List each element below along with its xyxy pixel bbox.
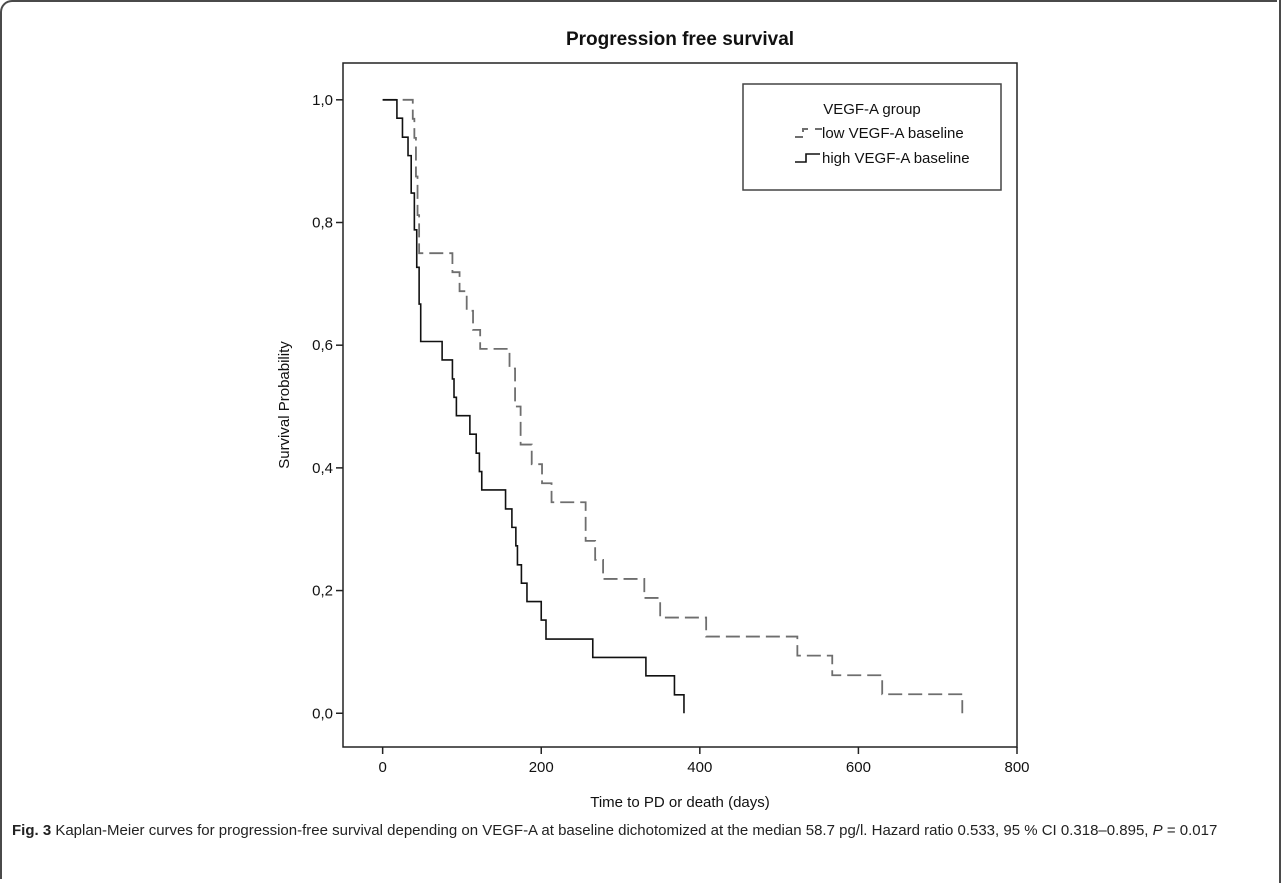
- y-tick-label: 1,0: [312, 92, 333, 109]
- caption-text-2: = 0.017: [1162, 822, 1218, 839]
- legend-box: [742, 83, 1002, 191]
- legend-label-low: low VEGF-A baseline: [822, 125, 964, 142]
- y-axis-label: Survival Probability: [276, 341, 293, 469]
- legend-swatch-high: [795, 153, 820, 163]
- x-axis-label: Time to PD or death (days): [590, 794, 770, 811]
- kaplan-meier-chart: Progression free survival 0,00,20,40,60,…: [276, 29, 1030, 811]
- x-tick-label: 0: [378, 759, 386, 776]
- series-low-vegf-curve: [382, 98, 964, 714]
- plot-area: [342, 62, 1018, 748]
- x-tick-label: 400: [687, 759, 712, 776]
- legend: VEGF-A group low VEGF-A baseline high VE…: [742, 83, 1002, 191]
- figure-caption: Fig. 3 Kaplan-Meier curves for progressi…: [12, 820, 1267, 842]
- y-tick-label: 0,8: [312, 214, 333, 231]
- series-high-vegf-curve: [382, 99, 685, 714]
- survival-curves: [382, 98, 964, 714]
- chart-title: Progression free survival: [566, 29, 794, 50]
- x-tick-label: 200: [529, 759, 554, 776]
- legend-swatch-low: [795, 128, 822, 138]
- caption-label: Fig. 3: [12, 822, 52, 839]
- x-tick-label: 600: [846, 759, 871, 776]
- y-tick-label: 0,4: [312, 460, 333, 477]
- x-tick-label: 800: [1004, 759, 1029, 776]
- caption-text-1: Kaplan-Meier curves for progression-free…: [51, 822, 1153, 839]
- caption-p-symbol: P: [1152, 822, 1163, 839]
- legend-label-high: high VEGF-A baseline: [822, 150, 970, 167]
- y-tick-label: 0,6: [312, 337, 333, 354]
- figure-frame-right: [1279, 0, 1281, 883]
- y-tick-label: 0,2: [312, 583, 333, 600]
- y-axis-ticks: 0,0 0,2 0,4 0,6 0,8 1,0: [312, 92, 343, 722]
- y-tick-label: 0,0: [312, 705, 333, 722]
- legend-title: VEGF-A group: [823, 101, 921, 118]
- x-axis-ticks: 0 200 400 600 800: [378, 747, 1030, 776]
